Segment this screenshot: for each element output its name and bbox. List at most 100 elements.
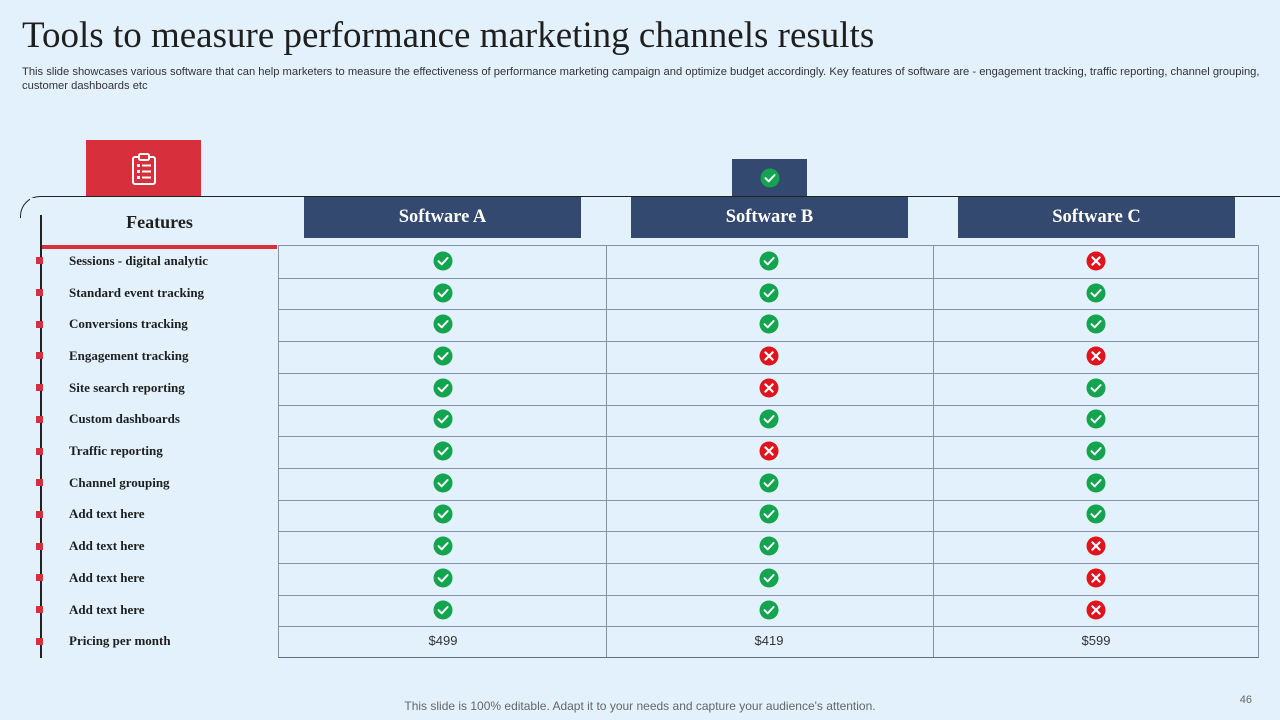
check-circle-icon xyxy=(433,283,453,303)
feature-label: Engagement tracking xyxy=(69,347,189,363)
check-circle-icon xyxy=(433,568,453,588)
bullet-icon xyxy=(36,384,43,392)
check-circle-icon xyxy=(433,409,453,429)
check-circle-icon xyxy=(433,378,453,398)
recommended-icon-box xyxy=(732,159,807,197)
feature-label: Add text here xyxy=(69,601,145,617)
table-row: Standard event tracking xyxy=(36,278,204,308)
table-row: Add text here xyxy=(36,499,145,529)
row-divider xyxy=(279,500,1258,501)
table-row: Traffic reporting xyxy=(36,436,163,466)
check-circle-icon xyxy=(433,346,453,366)
table-row: Add text here xyxy=(36,531,145,561)
row-divider xyxy=(279,563,1258,564)
feature-label: Sessions - digital analytic xyxy=(69,252,209,268)
feature-label: Add text here xyxy=(69,506,145,522)
check-circle-icon xyxy=(433,536,453,556)
cross-circle-icon xyxy=(1086,568,1106,588)
table-row: Engagement tracking xyxy=(36,341,189,371)
row-divider xyxy=(279,341,1258,342)
cross-circle-icon xyxy=(759,378,779,398)
bullet-icon xyxy=(36,479,43,487)
row-divider xyxy=(279,405,1258,406)
table-row: Conversions tracking xyxy=(36,309,188,339)
table-row: Sessions - digital analytic xyxy=(36,246,208,276)
feature-label: Site search reporting xyxy=(69,379,185,395)
feature-label: Custom dashboards xyxy=(69,411,180,427)
cross-circle-icon xyxy=(1086,251,1106,271)
check-circle-icon xyxy=(433,504,453,524)
cross-circle-icon xyxy=(1086,600,1106,620)
feature-label: Add text here xyxy=(69,538,145,554)
page-number: 46 xyxy=(1239,694,1252,706)
check-circle-icon xyxy=(759,568,779,588)
cross-circle-icon xyxy=(759,441,779,461)
table-row: Custom dashboards xyxy=(36,404,180,434)
feature-label: Traffic reporting xyxy=(69,443,163,459)
table-row: Channel grouping xyxy=(36,468,170,498)
row-divider xyxy=(279,373,1258,374)
footer-note: This slide is 100% editable. Adapt it to… xyxy=(404,699,876,713)
page-subtitle: This slide showcases various software th… xyxy=(22,66,1260,92)
check-circle-icon xyxy=(1086,314,1106,334)
bullet-icon xyxy=(36,320,43,328)
row-divider xyxy=(279,436,1258,437)
bullet-icon xyxy=(36,542,43,550)
feature-label: Standard event tracking xyxy=(69,284,205,300)
features-icon-box xyxy=(86,140,201,197)
bullet-icon xyxy=(36,289,43,297)
price-value: $499 xyxy=(428,633,458,649)
bullet-icon xyxy=(36,606,43,614)
table-row: Pricing per month xyxy=(36,626,171,656)
page-title: Tools to measure performance marketing c… xyxy=(22,15,875,56)
clipboard-checklist-icon xyxy=(131,152,156,185)
row-divider xyxy=(279,531,1258,532)
check-circle-icon xyxy=(759,504,779,524)
check-circle-icon xyxy=(433,441,453,461)
row-divider xyxy=(279,468,1258,469)
check-circle-icon xyxy=(433,473,453,493)
feature-label: Pricing per month xyxy=(69,633,171,649)
check-circle-icon xyxy=(1086,409,1106,429)
cross-circle-icon xyxy=(759,346,779,366)
column-divider xyxy=(606,246,607,657)
features-header: Features xyxy=(42,199,277,249)
column-header-software-c: Software C xyxy=(958,197,1235,238)
row-divider xyxy=(279,309,1258,310)
check-circle-icon xyxy=(759,251,779,271)
bullet-icon xyxy=(36,415,43,423)
price-value: $599 xyxy=(1081,633,1111,649)
feature-label: Channel grouping xyxy=(69,474,170,490)
check-circle-icon xyxy=(1086,473,1106,493)
check-circle-icon xyxy=(433,251,453,271)
check-circle-icon xyxy=(1086,504,1106,524)
cross-circle-icon xyxy=(1086,346,1106,366)
check-circle-icon xyxy=(759,283,779,303)
row-divider xyxy=(279,278,1258,279)
feature-label: Conversions tracking xyxy=(69,316,188,332)
check-circle-icon xyxy=(1086,378,1106,398)
bullet-icon xyxy=(36,510,43,518)
check-circle-icon xyxy=(433,314,453,334)
bullet-icon xyxy=(36,447,43,455)
table-row: Add text here xyxy=(36,563,145,593)
features-axis-line xyxy=(40,215,42,658)
bullet-icon xyxy=(36,352,43,360)
check-circle-icon xyxy=(1086,441,1106,461)
check-circle-icon xyxy=(1086,283,1106,303)
check-circle-icon xyxy=(759,536,779,556)
comparison-table xyxy=(278,245,1259,658)
column-divider xyxy=(933,246,934,657)
cross-circle-icon xyxy=(1086,536,1106,556)
check-circle-icon xyxy=(759,473,779,493)
bullet-icon xyxy=(36,637,43,645)
check-circle-icon xyxy=(759,409,779,429)
bullet-icon xyxy=(36,257,43,265)
price-value: $419 xyxy=(754,633,784,649)
check-circle-icon xyxy=(759,314,779,334)
column-header-software-b: Software B xyxy=(631,197,908,238)
feature-label: Add text here xyxy=(69,569,145,585)
table-row: Add text here xyxy=(36,595,145,625)
row-divider xyxy=(279,626,1258,627)
bullet-icon xyxy=(36,574,43,582)
